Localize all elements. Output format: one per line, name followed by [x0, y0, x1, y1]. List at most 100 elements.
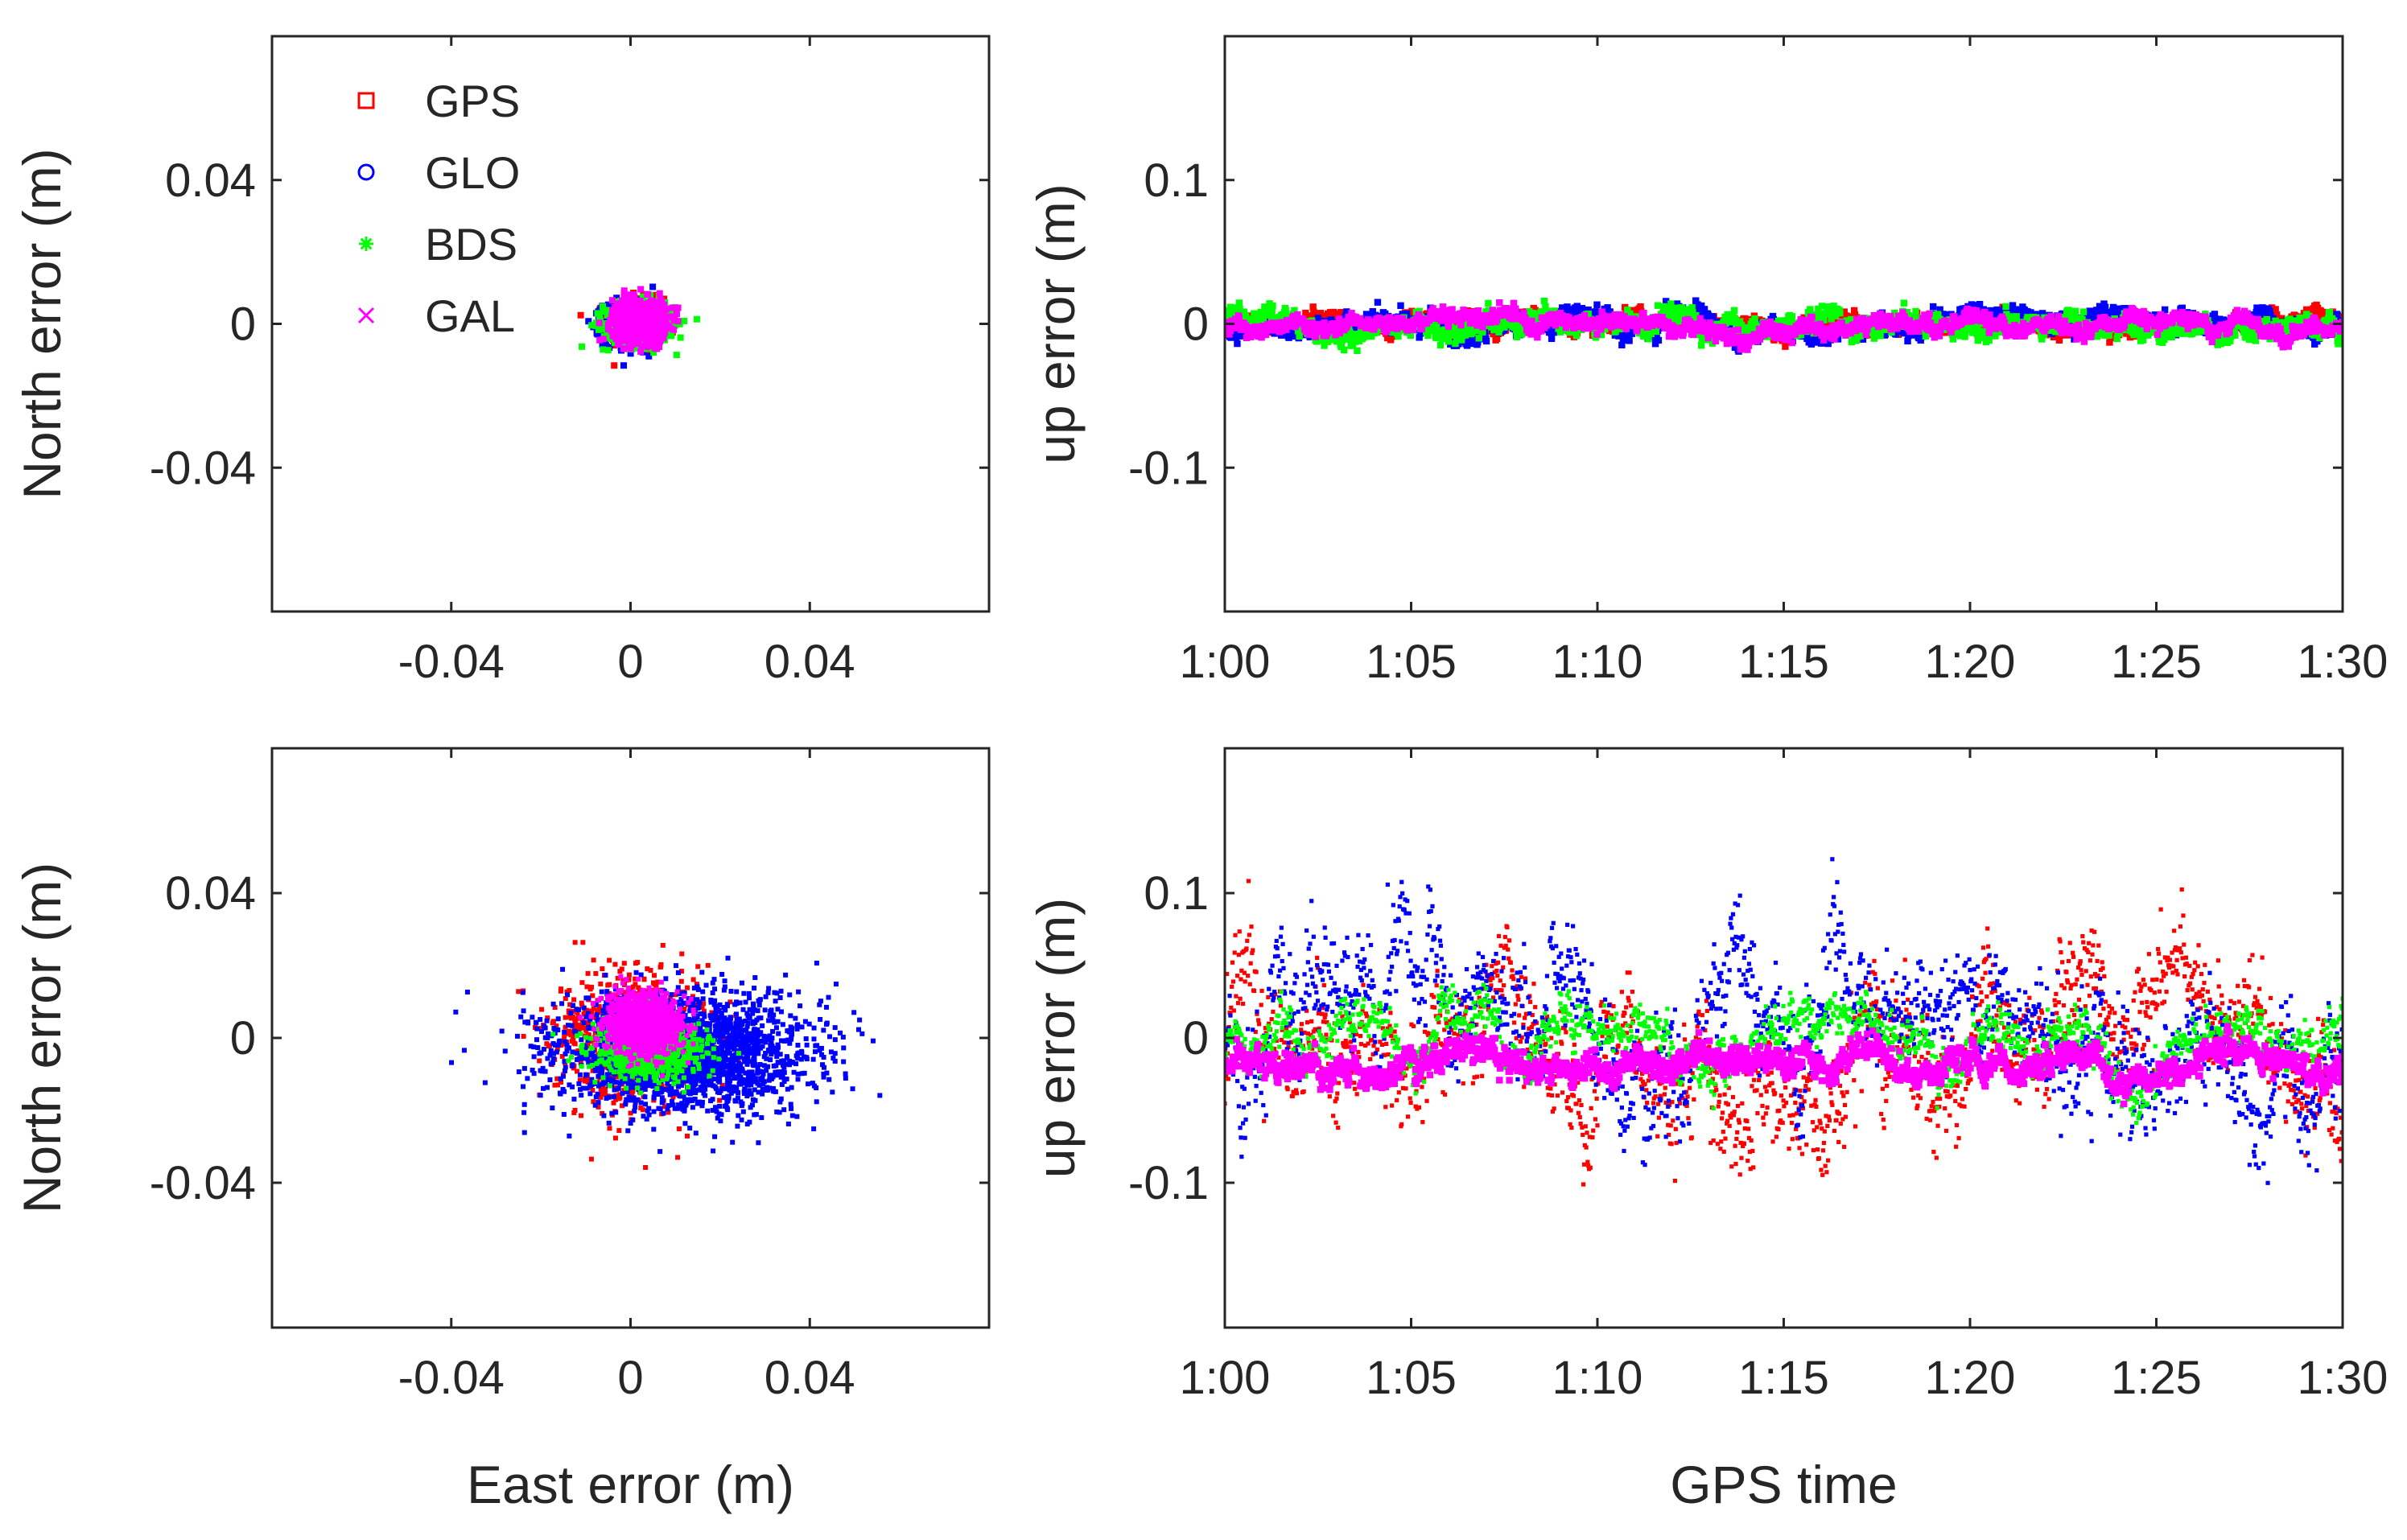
point-bds [579, 343, 586, 350]
point-gps [1637, 303, 1644, 311]
point-gps [1850, 307, 1858, 315]
point-gal [644, 336, 651, 344]
point-bds [604, 311, 611, 319]
point-glo [1569, 312, 1577, 319]
point-gal [650, 303, 657, 311]
point-gal [661, 301, 668, 308]
point-gal [657, 296, 664, 303]
point-glo [1234, 340, 1241, 348]
data-points [577, 283, 700, 369]
point-gps [1782, 343, 1789, 350]
point-gal [616, 341, 623, 348]
point-gps [1840, 308, 1848, 315]
point-gal [662, 323, 670, 331]
point-gal [619, 323, 626, 331]
point-gal [653, 310, 661, 317]
point-gal [653, 328, 660, 336]
point-gal [649, 327, 657, 334]
point-gal [623, 316, 630, 323]
point-bds [611, 340, 618, 347]
legend-label-bds: BDS [425, 219, 517, 270]
point-gal [627, 345, 634, 352]
point-glo [1655, 336, 1663, 344]
legend-marker-bds [359, 237, 373, 251]
point-gps [1309, 303, 1317, 311]
point-gal [630, 314, 637, 321]
point-gal [614, 322, 621, 329]
point-gal [629, 341, 636, 348]
legend-label-glo: GLO [425, 147, 520, 198]
series-gal [596, 286, 682, 355]
point-bds [650, 349, 657, 356]
point-gal [629, 333, 636, 340]
point-glo [1278, 331, 1285, 339]
point-bds [588, 322, 596, 329]
point-gal [641, 310, 649, 317]
point-gal [655, 320, 662, 327]
point-gal [620, 345, 627, 352]
point-gal [630, 323, 637, 330]
point-gal [612, 304, 619, 311]
point-gal [645, 330, 652, 337]
point-gal [608, 327, 615, 335]
point-glo [1374, 299, 1382, 306]
point-gal [632, 337, 639, 344]
point-gal [662, 329, 669, 336]
point-gal [649, 323, 657, 330]
point-gal [650, 336, 657, 343]
point-glo [1618, 341, 1626, 348]
point-glo [627, 350, 634, 357]
point-gal [638, 323, 645, 331]
point-gal [636, 306, 643, 313]
point-bds [673, 352, 680, 359]
point-gal [674, 318, 682, 325]
point-gal [617, 315, 624, 323]
point-gal [622, 307, 629, 315]
point-gal [648, 298, 655, 305]
point-gps [651, 293, 658, 300]
point-gps [2273, 311, 2281, 319]
point-glo [1399, 311, 1407, 318]
legend-marker-glo [357, 163, 375, 181]
point-bds [596, 326, 603, 333]
point-gal [638, 315, 645, 322]
point-gal [633, 327, 641, 335]
point-glo [1559, 304, 1566, 311]
point-gps [2272, 306, 2279, 313]
point-gal [669, 304, 676, 311]
point-gal [667, 325, 674, 332]
point-bds [600, 346, 607, 353]
data-points [1225, 297, 2343, 355]
point-gal [645, 300, 652, 307]
point-bds [594, 310, 601, 317]
point-gal [640, 301, 647, 308]
point-gal [620, 312, 627, 319]
point-glo [585, 318, 592, 325]
point-gal [650, 340, 657, 347]
point-glo [1232, 333, 1240, 341]
point-gps [2123, 330, 2130, 337]
point-bds [671, 322, 678, 329]
point-glo [1700, 306, 1708, 313]
point-gal [624, 322, 631, 329]
point-gal [653, 299, 661, 306]
point-gal [662, 313, 670, 320]
x-tick-label: 0.04 [765, 636, 855, 688]
y-tick-label: 0.04 [165, 154, 256, 207]
x-tick-label: 0 [617, 636, 643, 688]
point-gal [656, 290, 663, 297]
point-gal [614, 311, 621, 319]
point-gal [637, 335, 645, 342]
point-bds [677, 334, 684, 341]
legend-marker-gps [357, 92, 375, 109]
point-glo [1626, 337, 1633, 344]
point-gal [630, 299, 637, 307]
point-gal [673, 311, 680, 318]
point-gal [660, 335, 667, 342]
point-glo [1692, 297, 1700, 304]
point-gps [2106, 339, 2113, 346]
point-glo [1606, 308, 1614, 315]
